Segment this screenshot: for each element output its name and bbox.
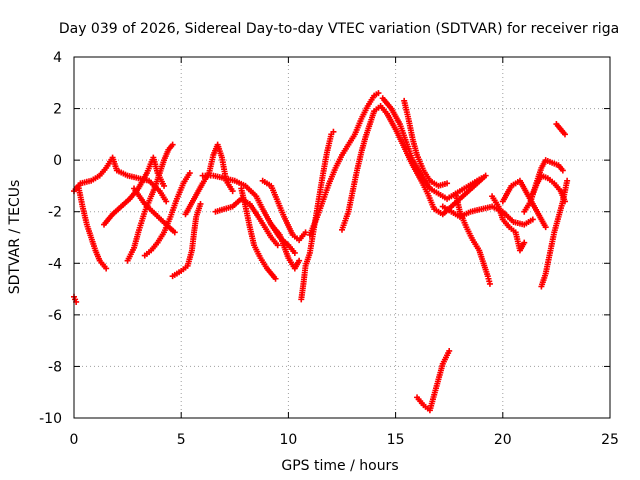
series-arc-19 (401, 97, 451, 189)
data-point (163, 198, 170, 205)
series-arc-04 (101, 154, 168, 228)
data-point (529, 216, 536, 223)
plot-frame (73, 56, 611, 419)
series-arc-07 (131, 185, 178, 236)
data-point (559, 167, 566, 174)
series-arc-09 (182, 141, 236, 218)
series-arc-14 (268, 221, 303, 272)
data-point (229, 188, 236, 195)
data-point (197, 200, 204, 207)
data-point (478, 175, 485, 182)
data-point (486, 280, 493, 287)
y-tick-label: -6 (48, 308, 62, 324)
data-point (482, 172, 489, 179)
series-arc-10 (199, 172, 298, 256)
series-arc-12 (238, 185, 279, 282)
x-tick-label: 5 (177, 432, 186, 448)
data-point (274, 242, 281, 249)
series-arc-08 (169, 200, 204, 280)
data-point (542, 224, 549, 231)
x-tick-label: 0 (70, 432, 79, 448)
y-tick-label: -10 (39, 411, 62, 427)
series-arc-13 (259, 177, 309, 244)
x-tick-label: 15 (387, 432, 405, 448)
series-arc-03 (75, 182, 110, 272)
y-axis-label: SDTVAR / TECUs (7, 180, 23, 295)
data-points (71, 90, 571, 414)
series-arc-18 (379, 95, 485, 202)
x-axis-label: GPS time / hours (281, 458, 398, 474)
data-point (169, 141, 176, 148)
y-tick-label: -2 (48, 205, 62, 221)
y-tick-label: -4 (48, 256, 62, 272)
y-tick-label: -8 (48, 359, 62, 375)
data-point (103, 265, 110, 272)
y-tick-label: 4 (53, 50, 62, 66)
series-arc-06 (141, 170, 193, 259)
data-point (186, 170, 193, 177)
data-point (296, 257, 303, 264)
series-arc-23 (489, 193, 528, 254)
series-arc-16 (306, 90, 382, 238)
data-point (171, 229, 178, 236)
series-arc-15 (298, 128, 337, 303)
x-tick-label: 25 (601, 432, 619, 448)
data-point (564, 177, 571, 184)
x-tick-label: 10 (279, 432, 297, 448)
y-tick-label: 2 (53, 102, 62, 118)
data-point (375, 90, 382, 97)
series-arc-28 (553, 121, 568, 138)
data-point (291, 249, 298, 256)
series-arc-22 (439, 203, 536, 228)
data-point (330, 128, 337, 135)
data-point (444, 180, 451, 187)
data-point (521, 239, 528, 246)
series-arc-17 (339, 102, 489, 233)
series-arc-27 (538, 177, 571, 290)
data-point (302, 229, 309, 236)
series-arc-21 (414, 347, 453, 414)
series-arc-11 (212, 195, 281, 249)
series-arc-20 (452, 190, 493, 287)
data-point (161, 182, 168, 189)
data-point (272, 275, 279, 282)
chart-title: Day 039 of 2026, Sidereal Day-to-day VTE… (59, 21, 619, 37)
x-tick-label: 20 (494, 432, 512, 448)
data-point (561, 131, 568, 138)
y-tick-label: 0 (53, 153, 62, 169)
data-point (446, 347, 453, 354)
